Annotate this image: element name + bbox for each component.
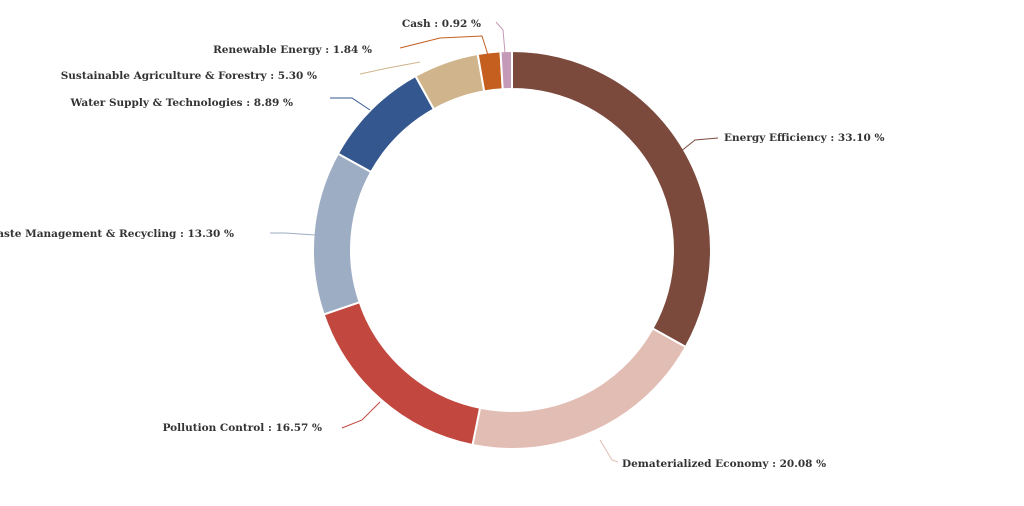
label-cash: Cash : 0.92 % — [402, 18, 481, 30]
slice-cash — [499, 49, 513, 91]
leader-line-water-supply-technologies — [330, 97, 371, 111]
label-water-supply-technologies: Water Supply & Technologies : 8.89 % — [70, 97, 293, 109]
label-dematerialized-economy: Dematerialized Economy : 20.08 % — [622, 458, 826, 470]
leader-line-sustainable-agriculture-forestry — [359, 61, 421, 75]
slice-labels: Energy Efficiency : 33.10 % Dematerialize… — [0, 18, 884, 470]
label-pollution-control: Pollution Control : 16.57 % — [163, 422, 322, 434]
slice-dematerialized-economy — [471, 327, 688, 450]
donut-slices — [312, 49, 712, 450]
label-energy-efficiency: Energy Efficiency : 33.10 % — [724, 132, 884, 144]
slice-waste-management-recycling — [312, 152, 373, 316]
leader-line-cash — [495, 21, 506, 54]
leader-line-waste-management-recycling — [270, 232, 316, 236]
label-waste-management-recycling: Waste Management & Recycling : 13.30 % — [0, 228, 234, 240]
leader-line-dematerialized-economy — [599, 439, 619, 463]
leader-line-pollution-control — [341, 401, 381, 429]
leader-lines — [270, 21, 719, 463]
label-sustainable-agriculture-forestry: Sustainable Agriculture & Forestry : 5.3… — [61, 70, 317, 82]
leader-line-energy-efficiency — [679, 137, 719, 153]
slice-energy-efficiency — [511, 49, 712, 349]
label-renewable-energy: Renewable Energy : 1.84 % — [213, 44, 372, 56]
leader-line-renewable-energy — [399, 35, 489, 56]
slice-water-supply-technologies — [336, 74, 436, 174]
slice-pollution-control — [322, 300, 482, 447]
